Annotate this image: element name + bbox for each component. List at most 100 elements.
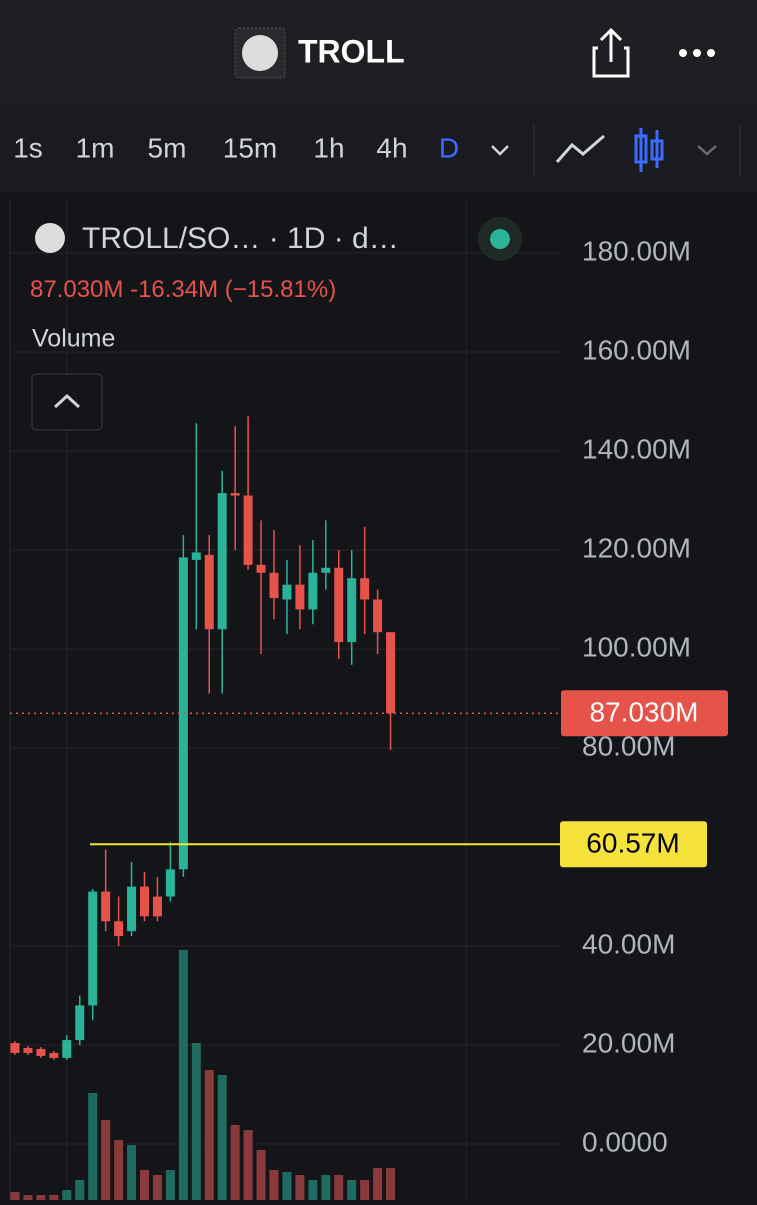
candle-body — [230, 493, 240, 496]
candle-body — [321, 567, 331, 573]
candle-body — [334, 567, 344, 643]
candle-body — [178, 557, 188, 870]
volume-bar — [334, 1175, 344, 1200]
volume-bar — [178, 950, 188, 1200]
timeframe[interactable]: 1m — [76, 132, 115, 163]
hline-label: 60.57M — [586, 828, 679, 859]
volume-bar — [230, 1125, 240, 1200]
volume-bar — [101, 1120, 111, 1200]
candle-chart-button[interactable] — [634, 128, 664, 172]
candle-body — [308, 572, 318, 610]
volume-bar — [256, 1150, 266, 1200]
volume-bar — [36, 1195, 46, 1200]
candle-body — [62, 1040, 72, 1058]
volume-bar — [373, 1168, 383, 1200]
volume-bar — [282, 1172, 292, 1200]
timeframe-dropdown[interactable] — [491, 145, 509, 156]
y-tick-label: 180.00M — [582, 235, 691, 266]
candle-body — [386, 632, 396, 714]
timeframe[interactable]: 1h — [313, 132, 344, 163]
change: -16.34M — [130, 276, 218, 303]
volume-bar — [217, 1075, 227, 1200]
candle-body — [295, 584, 305, 610]
last: 87.030M — [30, 276, 123, 303]
volume-bar — [23, 1195, 33, 1200]
summary: 87.030M -16.34M (−15.81%) — [30, 276, 336, 303]
collapse-button[interactable] — [31, 373, 103, 431]
candle-body — [127, 886, 137, 932]
volume-bar — [269, 1170, 279, 1200]
candle-body — [347, 578, 357, 643]
status-dot — [490, 229, 510, 249]
candle-body — [88, 891, 98, 1006]
volume-bar — [114, 1140, 124, 1200]
candle-body — [101, 891, 111, 922]
pair-icon — [35, 223, 65, 253]
y-tick-label: 0.0000 — [582, 1126, 668, 1157]
volume-bar — [62, 1190, 72, 1200]
candle-body — [36, 1048, 46, 1056]
timeframe[interactable]: 4h — [376, 132, 407, 163]
candle-body — [282, 584, 292, 600]
volume-bar — [295, 1175, 305, 1200]
candle-body — [243, 495, 253, 565]
candle-body — [49, 1052, 59, 1058]
y-tick-label: 140.00M — [582, 433, 691, 464]
collapse-icon — [53, 393, 81, 409]
candle-body — [217, 493, 227, 630]
timeframe[interactable]: D — [439, 132, 459, 163]
volume-bar — [308, 1180, 318, 1200]
volume-bar — [165, 1170, 175, 1200]
candle-body — [204, 554, 214, 630]
timeframe-bar — [0, 105, 757, 192]
candle-body — [114, 921, 124, 937]
candle-body — [269, 572, 279, 599]
plot — [10, 416, 560, 1200]
last-price-label: 87.030M — [590, 697, 699, 728]
volume-bar — [243, 1130, 253, 1200]
candle-body — [23, 1047, 33, 1053]
timeframe[interactable]: 5m — [148, 132, 187, 163]
share-button[interactable] — [592, 27, 630, 78]
chart-title: TROLL/SO… · 1D · d… — [82, 222, 399, 255]
token-face — [242, 35, 278, 71]
candle-body — [256, 564, 266, 573]
volume-bar — [88, 1093, 98, 1200]
timeframe[interactable]: 15m — [223, 132, 277, 163]
y-tick-label: 20.00M — [582, 1027, 675, 1058]
header-bar — [0, 0, 757, 105]
candle-body — [152, 896, 162, 917]
candle-body — [140, 886, 149, 917]
volume-bar — [204, 1070, 214, 1200]
y-tick-label: 40.00M — [582, 928, 675, 959]
chart-type-dropdown[interactable] — [697, 145, 717, 156]
candle-body — [165, 869, 175, 897]
more-button[interactable] — [679, 49, 715, 57]
volume-bar — [191, 1043, 201, 1200]
volume-bar — [152, 1175, 162, 1200]
timeframes: 1s 1m 5m 15m 1h 4h D — [13, 132, 459, 163]
change-pct: (−15.81%) — [225, 276, 336, 303]
candle-body — [373, 599, 383, 633]
last-price-box — [561, 690, 728, 737]
volume-bar — [386, 1168, 396, 1200]
candle-body — [360, 578, 370, 600]
timeframe[interactable]: 1s — [13, 132, 43, 163]
volume-bar — [127, 1145, 137, 1200]
candle-body — [191, 552, 201, 560]
volume-bar — [347, 1180, 357, 1200]
y-tick-label: 120.00M — [582, 532, 691, 563]
y-tick-label: 100.00M — [582, 631, 691, 662]
volume-bar — [321, 1175, 331, 1200]
y-tick-label: 160.00M — [582, 334, 691, 365]
volume-bar — [49, 1195, 59, 1200]
volume-bar — [75, 1180, 85, 1200]
hline-label-box — [560, 821, 707, 868]
candle-body — [10, 1043, 20, 1053]
volume-label: Volume — [32, 325, 115, 353]
candle-body — [75, 1005, 85, 1041]
volume-bar — [140, 1170, 149, 1200]
line-chart-button[interactable] — [555, 134, 605, 163]
